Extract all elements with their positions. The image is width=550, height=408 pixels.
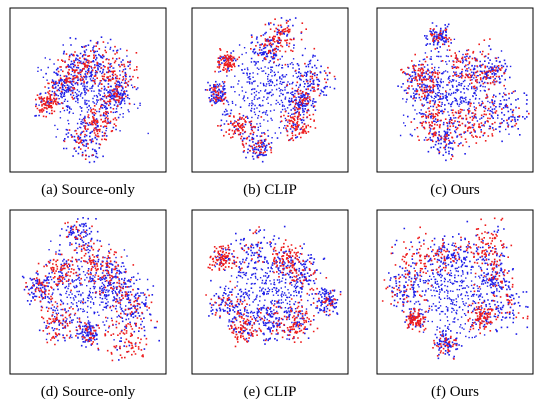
panel-caption: (e) CLIP <box>244 384 297 400</box>
panel-caption: (c) Ours <box>430 182 480 198</box>
red-points <box>35 41 139 160</box>
red-points <box>381 217 529 360</box>
blue-points <box>208 225 342 345</box>
panel-caption: (a) Source-only <box>41 182 135 198</box>
blue-points <box>21 217 161 361</box>
panel-caption: (d) Source-only <box>41 384 136 400</box>
panel-frame <box>191 209 349 375</box>
panel-caption: (b) CLIP <box>243 182 297 198</box>
panel-frame <box>376 209 534 375</box>
blue-points <box>34 36 149 164</box>
red-points <box>205 226 342 348</box>
panel-caption: (f) Ours <box>431 384 479 400</box>
blue-points <box>204 17 337 163</box>
blue-points <box>388 220 529 360</box>
red-points <box>206 18 336 159</box>
panel-frame <box>191 7 349 173</box>
panel-frame <box>376 7 534 173</box>
